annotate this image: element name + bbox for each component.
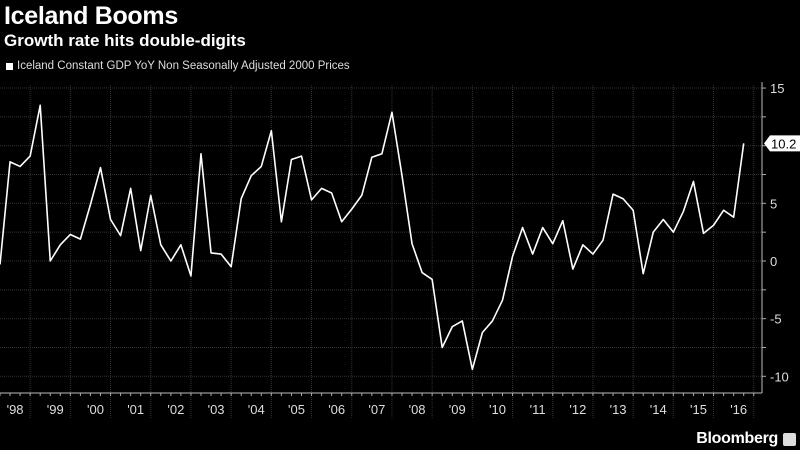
- legend-swatch: [6, 62, 13, 70]
- y-tick-label: -5: [770, 312, 782, 327]
- last-value-callout: [764, 135, 800, 152]
- x-tick-label: '12: [569, 402, 586, 417]
- legend: Iceland Constant GDP YoY Non Seasonally …: [6, 60, 350, 72]
- x-tick-label: '99: [47, 402, 64, 417]
- bloomberg-logo: Bloomberg: [696, 430, 778, 447]
- y-tick-label: 0: [770, 254, 777, 269]
- x-tick-label: '07: [368, 402, 385, 417]
- x-tick-label: '08: [409, 402, 426, 417]
- x-tick-label: '03: [208, 402, 225, 417]
- x-tick-label: '16: [730, 402, 747, 417]
- legend-label: Iceland Constant GDP YoY Non Seasonally …: [17, 60, 350, 72]
- x-tick-label: '04: [248, 402, 265, 417]
- x-tick-label: '05: [288, 402, 305, 417]
- y-tick-label: -10: [770, 369, 789, 384]
- x-tick-label: '00: [87, 402, 104, 417]
- y-tick-label: 15: [770, 81, 784, 96]
- x-tick-label: '15: [690, 402, 707, 417]
- x-tick-label: '09: [449, 402, 466, 417]
- x-tick-label: '10: [489, 402, 506, 417]
- chart-title: Iceland Booms: [4, 2, 178, 30]
- x-tick-label: '13: [610, 402, 627, 417]
- series-line: [0, 104, 745, 371]
- x-tick-label: '11: [530, 402, 546, 417]
- bloomberg-chart-icon: [783, 433, 796, 446]
- last-value-label: 10.2: [771, 136, 796, 151]
- x-tick-label: '98: [7, 402, 24, 417]
- x-tick-label: '01: [127, 402, 144, 417]
- x-tick-label: '02: [167, 402, 184, 417]
- x-tick-label: '14: [650, 402, 667, 417]
- x-tick-label: '06: [328, 402, 345, 417]
- chart-subtitle: Growth rate hits double-digits: [4, 31, 246, 50]
- y-tick-label: 5: [770, 196, 777, 211]
